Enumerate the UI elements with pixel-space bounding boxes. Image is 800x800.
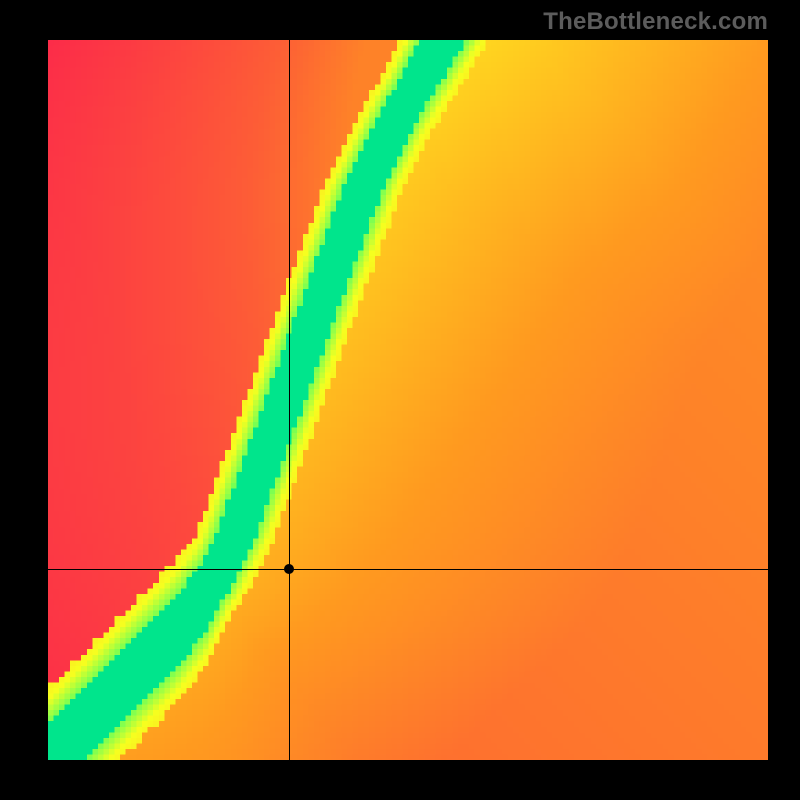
heatmap-canvas: [48, 40, 768, 760]
watermark-text: TheBottleneck.com: [543, 8, 768, 36]
crosshair-horizontal: [48, 569, 768, 570]
crosshair-vertical: [289, 40, 290, 760]
selected-point: [284, 564, 294, 574]
plot-area: [48, 40, 768, 760]
figure-container: TheBottleneck.com: [0, 0, 800, 800]
